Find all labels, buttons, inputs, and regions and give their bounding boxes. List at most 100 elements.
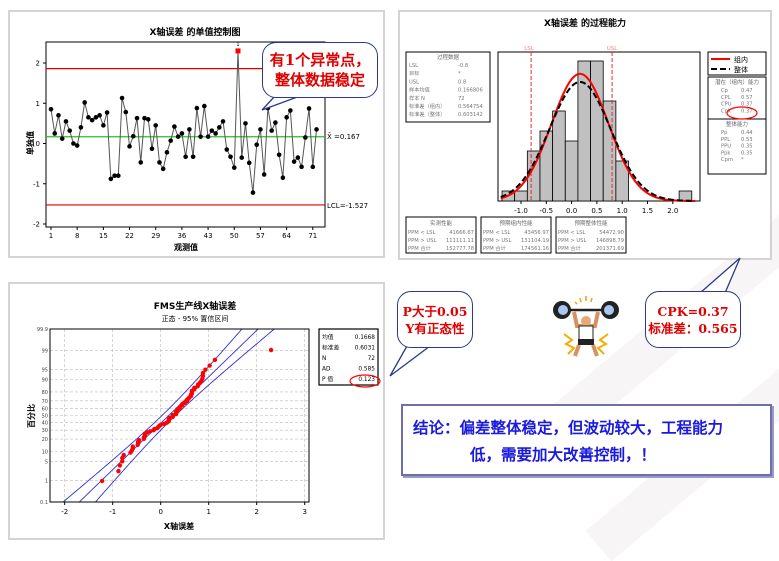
- y-tick-label: 40: [42, 421, 48, 427]
- x-axis-label: X轴误差: [164, 521, 194, 531]
- performance-label: PPM > USL: [558, 238, 586, 244]
- data-point: [153, 123, 159, 128]
- data-point: [250, 190, 256, 195]
- performance-box-title: 预期组内性能: [499, 219, 533, 227]
- process-capability-panel: X轴误差 的过程能力 -1.0 -0.5 0.0 0.5 1.0 1.5 2.0 LSL U…: [398, 10, 772, 260]
- y-tick-label: -2: [33, 221, 40, 229]
- x-tick-label: 0.0: [566, 207, 577, 215]
- x-tick-label: 1: [49, 232, 53, 240]
- data-point: [147, 429, 153, 434]
- data-point: [108, 176, 114, 182]
- data-point: [93, 115, 99, 120]
- stat-value: 72: [368, 356, 376, 362]
- process-data-box-label: 样本均值: [409, 86, 430, 94]
- data-point: [183, 154, 188, 160]
- normality-callout: P大于0.05 Y有正态性: [397, 291, 473, 348]
- performance-box: [555, 216, 627, 254]
- data-point: [136, 437, 142, 443]
- y-tick-label: 99.9: [37, 327, 48, 333]
- data-point: [52, 131, 58, 136]
- process-data-box-label: USL: [409, 79, 419, 85]
- process-data-box-value: 0.603142: [458, 112, 483, 118]
- x-tick-label: 0.5: [591, 207, 602, 215]
- data-point: [192, 385, 197, 391]
- potential-capability-box-label: CPL: [721, 95, 731, 101]
- y-tick-label: 50: [42, 414, 48, 420]
- data-point: [288, 108, 293, 113]
- process-data-box-label: 标准差（整体）: [409, 110, 445, 118]
- data-point: [71, 141, 76, 146]
- y-tick-label: 30: [42, 428, 48, 434]
- performance-value: 54472.90: [599, 230, 624, 236]
- performance-label: PPM 合计: [483, 244, 506, 252]
- data-point: [160, 166, 166, 172]
- process-data-box-label: 样本 N: [409, 94, 425, 102]
- potential-capability-box-label: Cp: [721, 88, 729, 94]
- potential-capability-box-value: 0.37: [741, 108, 753, 114]
- performance-box: [405, 216, 477, 254]
- x-tick-label: 15: [99, 232, 108, 240]
- performance-label: PPM < LSL: [483, 230, 511, 236]
- data-point: [203, 367, 208, 372]
- y-tick-label: 90: [42, 378, 48, 384]
- data-point: [130, 444, 136, 449]
- cpk-highlight-circle: [726, 106, 758, 120]
- overall-capability-box-label: PPL: [721, 137, 730, 143]
- x-axis-label: 观测值: [174, 242, 198, 252]
- data-point: [104, 110, 110, 115]
- stat-value: 0.1668: [355, 335, 376, 341]
- x-tick-label: 71: [308, 232, 317, 240]
- overall-capability-box-label: PPU: [721, 144, 731, 150]
- data-point: [202, 103, 207, 109]
- data-point: [99, 478, 105, 484]
- data-point: [127, 144, 132, 149]
- overall-capability-box-value: 0.44: [741, 130, 753, 136]
- data-point: [74, 143, 80, 148]
- y-tick-label: -1: [33, 180, 40, 188]
- potential-capability-box-title: 潜在（组内）能力: [715, 78, 759, 86]
- x-tick-label: 1.0: [617, 207, 628, 215]
- data-point: [172, 124, 177, 129]
- within-fit-curve: [500, 72, 696, 202]
- process-data-box-value: 0.8: [458, 79, 466, 85]
- x-tick-label: 29: [151, 232, 160, 240]
- performance-label: PPM > USL: [483, 238, 511, 244]
- y-tick-label: 5: [45, 460, 48, 466]
- y-axis-label: 百分比: [26, 404, 36, 428]
- data-point: [130, 133, 136, 139]
- process-data-box-label: 标准差（组内）: [409, 102, 445, 110]
- y-tick-label: 2: [36, 60, 40, 68]
- data-point: [295, 155, 301, 160]
- data-point: [284, 115, 289, 120]
- y-tick-label: 20: [42, 437, 48, 443]
- x-tick-label: -1: [109, 508, 116, 516]
- process-capability-chart: X轴误差 的过程能力 -1.0 -0.5 0.0 0.5 1.0 1.5 2.0 LSL U…: [405, 17, 767, 254]
- x-tick-label: 64: [282, 232, 291, 240]
- data-point: [48, 106, 54, 112]
- lcl-label: LCL=-1.527: [327, 202, 368, 210]
- conclusion-line-1: 结论：偏差整体稳定，但波动较大，工程能力: [413, 418, 724, 437]
- x-tick-label: 57: [256, 232, 265, 240]
- probability-plot-panel: FMS生产线X轴误差 正态 - 95% 置信区间 0.1 1 5 10 20 30 40 50…: [8, 282, 385, 540]
- x-tick-label: 50: [230, 232, 239, 240]
- potential-capability-box-label: Cpk: [721, 108, 731, 114]
- data-point: [134, 115, 140, 121]
- potential-capability-box-value: 0.37: [741, 102, 753, 108]
- data-point: [198, 134, 203, 139]
- data-point: [149, 146, 155, 152]
- data-point: [303, 135, 308, 140]
- data-point: [310, 164, 316, 170]
- chart-subtitle: 正态 - 95% 置信区间: [162, 314, 229, 323]
- p-value-highlight-circle: [349, 374, 381, 388]
- out-of-control-flag: 1: [236, 42, 239, 48]
- plot-frame: [49, 328, 310, 503]
- data-point: [299, 164, 304, 170]
- x-tick-label: -2: [61, 508, 68, 516]
- data-point: [213, 131, 218, 136]
- overall-capability-box-label: Pp: [721, 130, 728, 136]
- stat-label: 均值: [322, 333, 334, 341]
- legend-within: 组内: [734, 55, 748, 64]
- overall-capability-box-value: *: [741, 157, 744, 163]
- data-point: [254, 142, 259, 148]
- data-point: [121, 452, 126, 458]
